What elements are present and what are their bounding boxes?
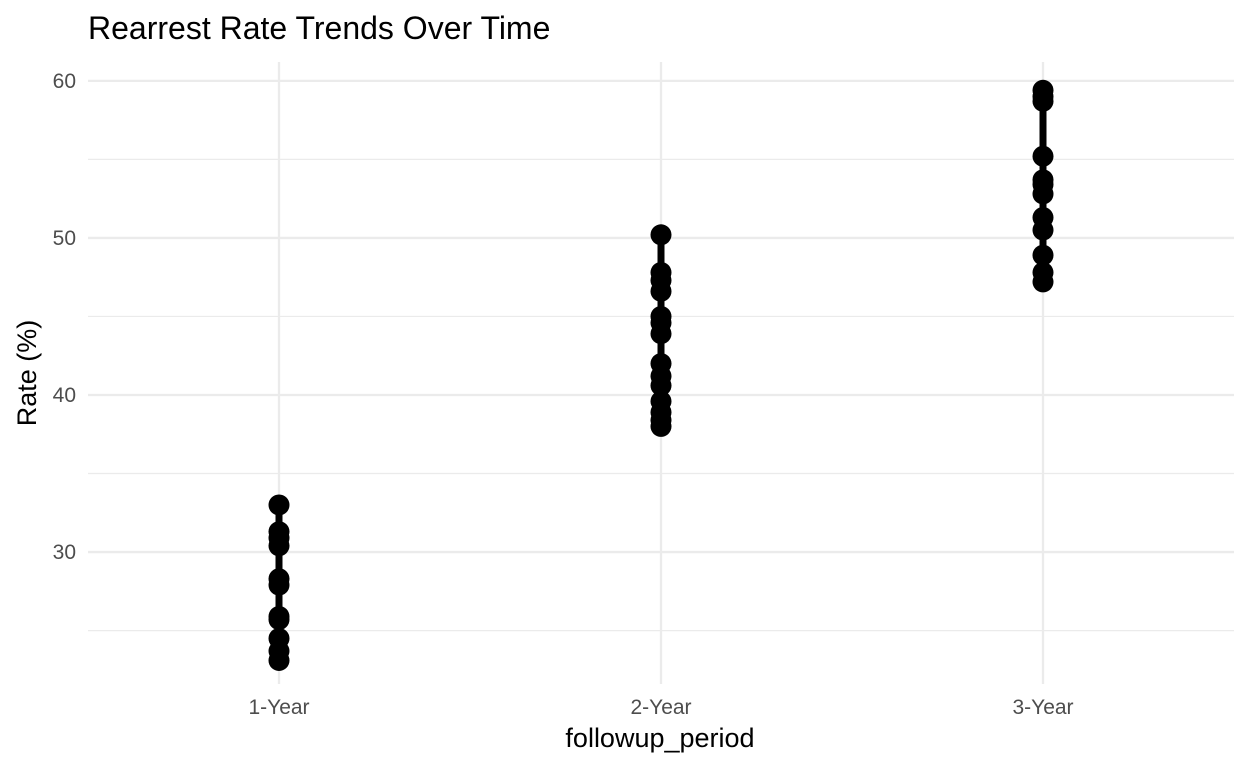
data-point (1032, 244, 1054, 266)
y-tick-label: 40 (53, 384, 76, 407)
data-point (1032, 183, 1054, 205)
data-point (268, 649, 290, 671)
x-tick-label: 1-Year (248, 696, 309, 719)
data-point (1032, 90, 1054, 112)
y-axis-title: Rate (%) (12, 320, 42, 427)
data-point (268, 494, 290, 516)
data-point (1032, 145, 1054, 167)
data-point (1032, 271, 1054, 293)
axis-labels: 30 40 50 60 1-Year 2-Year 3-Year (53, 70, 1074, 719)
y-tick-label: 50 (53, 227, 76, 250)
x-axis-title: followup_period (565, 723, 754, 753)
data-point (650, 280, 672, 302)
y-tick-label: 60 (53, 70, 76, 93)
data-point (650, 323, 672, 345)
data-point (650, 224, 672, 246)
data-point (1032, 219, 1054, 241)
data-point (650, 375, 672, 397)
chart-title: Rearrest Rate Trends Over Time (88, 10, 550, 46)
data-point (268, 609, 290, 631)
data-series (268, 79, 1054, 671)
x-tick-label: 2-Year (630, 696, 691, 719)
y-tick-label: 30 (53, 541, 76, 564)
data-point (268, 574, 290, 596)
x-tick-label: 3-Year (1012, 696, 1073, 719)
data-point (650, 415, 672, 437)
data-point (268, 535, 290, 557)
